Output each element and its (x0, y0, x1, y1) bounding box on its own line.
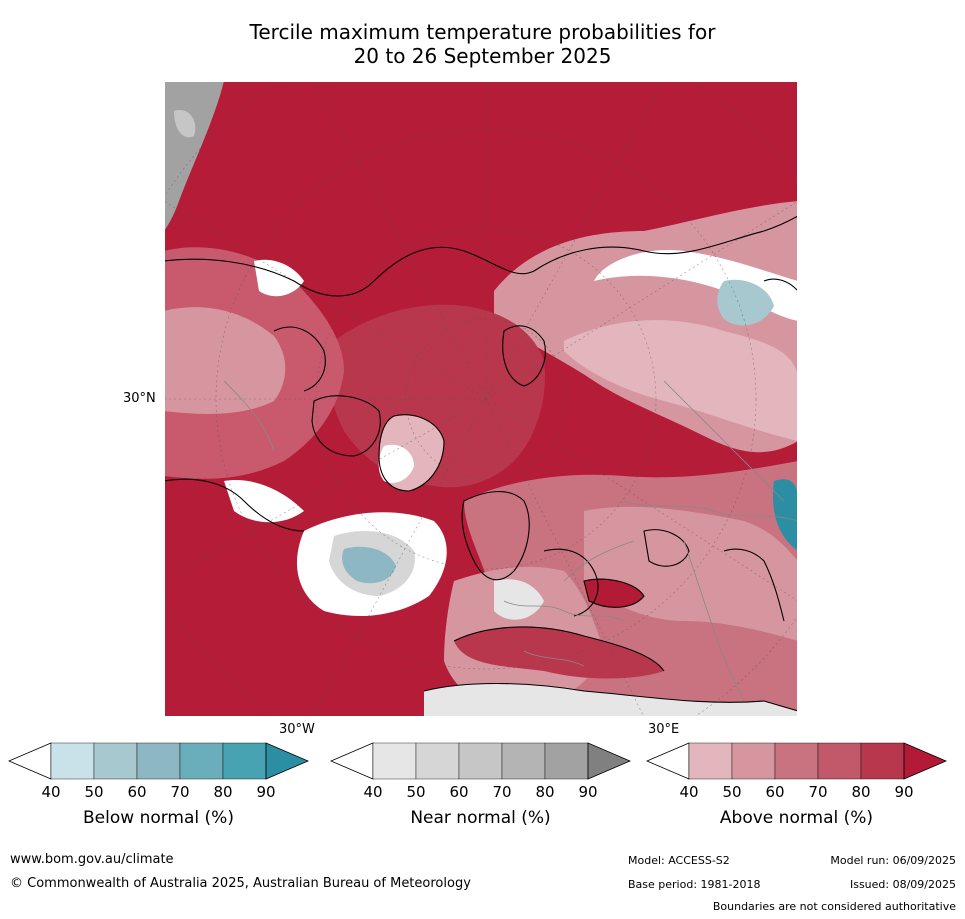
canada-neutral-patch (254, 259, 304, 297)
coastlines (164, 215, 798, 712)
colorbar-segment (688, 742, 733, 780)
lon-label-30w: 30°W (279, 722, 315, 737)
colorbar-graphic (645, 742, 948, 780)
colorbar-segment (222, 742, 267, 780)
footer-issued: Issued: 08/09/2025 (849, 878, 956, 891)
colorbar-near-normal: 40 50 60 70 80 90 Near normal (%) (329, 742, 632, 837)
colorbar-segment (501, 742, 546, 780)
siberia-neutral-region (594, 250, 798, 321)
europe-near-normal-patch (494, 579, 544, 620)
colorbar-tick-label: 70 (492, 783, 512, 801)
colorbar-tick-label: 50 (406, 783, 426, 801)
colorbar-segment (731, 742, 776, 780)
footer-base-period: Base period: 1981-2018 (628, 878, 761, 891)
probability-map (164, 81, 798, 717)
colorbar-segment (179, 742, 224, 780)
colorbar-tick-label: 40 (363, 783, 383, 801)
colorbar-segment (50, 742, 95, 780)
colorbar-tick-label: 90 (578, 783, 598, 801)
asia-land-light-region (564, 320, 798, 441)
colorbar-segment (458, 742, 503, 780)
footer-model-run: Model run: 06/09/2025 (830, 854, 956, 867)
colorbar-tick-label: 40 (679, 783, 699, 801)
graticule (164, 81, 798, 717)
colorbar-segment (415, 742, 460, 780)
north-atlantic-below-normal-region (342, 546, 396, 584)
colorbar-segment (136, 742, 181, 780)
colorbar-segment (93, 742, 138, 780)
colorbar-segment (860, 742, 905, 780)
mediterranean-sea-region (454, 626, 664, 679)
central-asia-light-region (584, 506, 798, 641)
colorbar-above-normal: 40 50 60 70 80 90 Above normal (%) (645, 742, 948, 837)
greenland-neutral-patch (378, 444, 414, 483)
colorbar-title: Above normal (%) (719, 808, 874, 828)
black-sea-region (584, 579, 644, 608)
colorbar-tick-label: 60 (449, 783, 469, 801)
colorbar-extend-high (903, 742, 948, 780)
colorbar-tick-label: 70 (808, 783, 828, 801)
map-title: Tercile maximum temperature probabilitie… (0, 20, 965, 68)
colorbar-graphic (7, 742, 310, 780)
footer-copyright: © Commonwealth of Australia 2025, Austra… (10, 876, 471, 891)
colorbar-segment (544, 742, 589, 780)
colorbar-tick-label: 90 (256, 783, 276, 801)
colorbar-extend-high (265, 742, 310, 780)
colorbar-tick-label: 80 (535, 783, 555, 801)
colorbar-tick-label: 60 (765, 783, 785, 801)
colorbar-tick-label: 80 (213, 783, 233, 801)
colorbar-segment (372, 742, 417, 780)
colorbar-below-normal: 40 50 60 70 80 90 Below normal (%) (7, 742, 310, 837)
colorbar-title: Near normal (%) (410, 808, 551, 828)
lon-label-30e: 30°E (648, 722, 680, 737)
colorbar-tick-label: 70 (170, 783, 190, 801)
colorbar-tick-label: 50 (722, 783, 742, 801)
map-title-line-1: Tercile maximum temperature probabilitie… (249, 20, 716, 44)
colorbar-graphic (329, 742, 632, 780)
pacific-near-normal-patch (174, 110, 196, 138)
colorbar-title: Below normal (%) (83, 808, 234, 828)
colorbar-segment (817, 742, 862, 780)
atlantic-neutral-patch (224, 480, 304, 523)
north-africa-near-normal-region (424, 683, 798, 717)
east-asia-below-normal-patch (773, 479, 798, 551)
country-borders (223, 380, 798, 702)
colorbar-tick-label: 90 (894, 783, 914, 801)
colorbar-tick-label: 40 (41, 783, 61, 801)
siberia-below-normal-patch (717, 279, 774, 326)
colorbar-tick-label: 50 (84, 783, 104, 801)
colorbar-extend-high (587, 742, 632, 780)
lat-label-30n: 30°N (123, 391, 156, 406)
north-america-light-region (164, 307, 286, 414)
colorbar-extend-low (645, 742, 690, 780)
colorbar-extend-low (7, 742, 52, 780)
colorbar-tick-label: 60 (127, 783, 147, 801)
footer-model: Model: ACCESS-S2 (628, 854, 730, 867)
colorbar-extend-low (329, 742, 374, 780)
footer-url: www.bom.gov.au/climate (10, 852, 174, 867)
map-frame (164, 81, 798, 717)
map-title-line-2: 20 to 26 September 2025 (353, 44, 612, 68)
colorbar-segment (774, 742, 819, 780)
footer-disclaimer: Boundaries are not considered authoritat… (712, 900, 956, 913)
map-panel (164, 81, 798, 717)
colorbar-tick-label: 80 (851, 783, 871, 801)
